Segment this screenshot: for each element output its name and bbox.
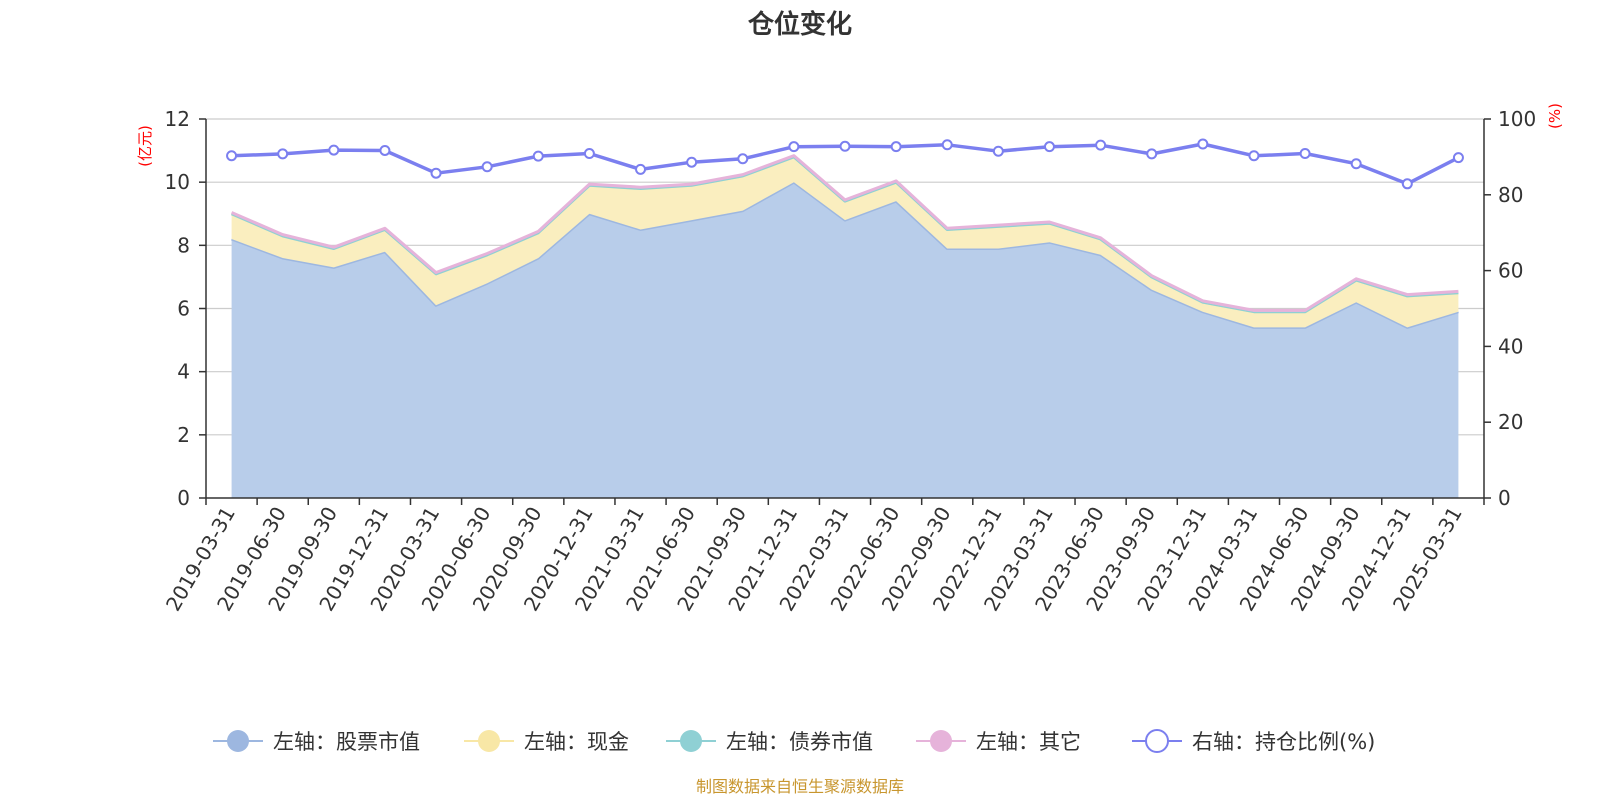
ratio-point [839, 140, 851, 152]
left-axis-tick-label: 2 [177, 423, 190, 447]
ratio-point [583, 147, 595, 159]
legend-marker [680, 730, 702, 752]
ratio-point [737, 153, 749, 165]
legend-item[interactable]: 左轴：股票市值 [213, 730, 420, 754]
ratio-point [1248, 150, 1260, 162]
source-note: 制图数据来自恒生聚源数据库 [696, 777, 904, 796]
ratio-point [890, 141, 902, 153]
ratio-point [1043, 141, 1055, 153]
left-axis-unit: (亿元) [136, 125, 154, 167]
ratio-point [1452, 152, 1464, 164]
legend-label: 左轴：股票市值 [273, 730, 420, 754]
ratio-point [481, 161, 493, 173]
area-左轴：股票市值 [231, 182, 1459, 498]
legend-item[interactable]: 右轴：持仓比例(%) [1132, 729, 1375, 754]
ratio-point [1095, 139, 1107, 151]
right-axis-tick-label: 20 [1498, 410, 1523, 434]
legend-marker [1145, 729, 1169, 753]
ratio-point [992, 145, 1004, 157]
ratio-point [788, 141, 800, 153]
legend-item[interactable]: 左轴：债券市值 [666, 730, 873, 754]
legend-label: 左轴：其它 [976, 730, 1081, 754]
right-axis-unit: (%) [1546, 103, 1564, 129]
ratio-point [379, 144, 391, 156]
right-axis-tick-label: 40 [1498, 334, 1523, 358]
ratio-point [430, 167, 442, 179]
ratio-point [226, 150, 238, 162]
legend-label: 右轴：持仓比例(%) [1192, 730, 1375, 754]
ratio-point [328, 144, 340, 156]
ratio-point [686, 156, 698, 168]
legend-label: 左轴：现金 [524, 730, 629, 754]
legend-marker [227, 730, 249, 752]
legend: 左轴：股票市值 左轴：现金 左轴：债券市值 左轴：其它 右轴：持仓比例(%) [213, 729, 1375, 754]
ratio-point [941, 139, 953, 151]
ratio-point [1401, 178, 1413, 190]
right-axis-tick-label: 60 [1498, 259, 1523, 283]
left-axis-tick-label: 4 [177, 360, 190, 384]
legend-marker [930, 730, 952, 752]
left-axis-tick-label: 6 [177, 297, 190, 321]
legend-marker [478, 730, 500, 752]
left-axis-tick-label: 12 [165, 107, 190, 131]
right-axis-tick-label: 0 [1498, 486, 1511, 510]
chart-title: 仓位变化 [747, 9, 852, 40]
ratio-point [1350, 158, 1362, 170]
left-axis-tick-label: 10 [165, 170, 190, 194]
ratio-point [635, 163, 647, 175]
ratio-point [532, 150, 544, 162]
legend-item[interactable]: 左轴：其它 [916, 730, 1081, 754]
legend-item[interactable]: 左轴：现金 [464, 730, 629, 754]
ratio-line-layer [226, 138, 1464, 190]
ratio-point [277, 148, 289, 160]
ratio-point [1197, 138, 1209, 150]
stacked-areas [231, 154, 1459, 498]
right-axis-tick-label: 80 [1498, 183, 1523, 207]
right-axis-tick-label: 100 [1498, 107, 1536, 131]
area-line-左轴：其它 [231, 154, 1459, 312]
ratio-point [1146, 148, 1158, 160]
left-axis-tick-label: 0 [177, 486, 190, 510]
legend-label: 左轴：债券市值 [726, 730, 873, 754]
area-左轴：现金 [231, 156, 1459, 328]
left-axis-tick-label: 8 [177, 233, 190, 257]
ratio-point [1299, 147, 1311, 159]
